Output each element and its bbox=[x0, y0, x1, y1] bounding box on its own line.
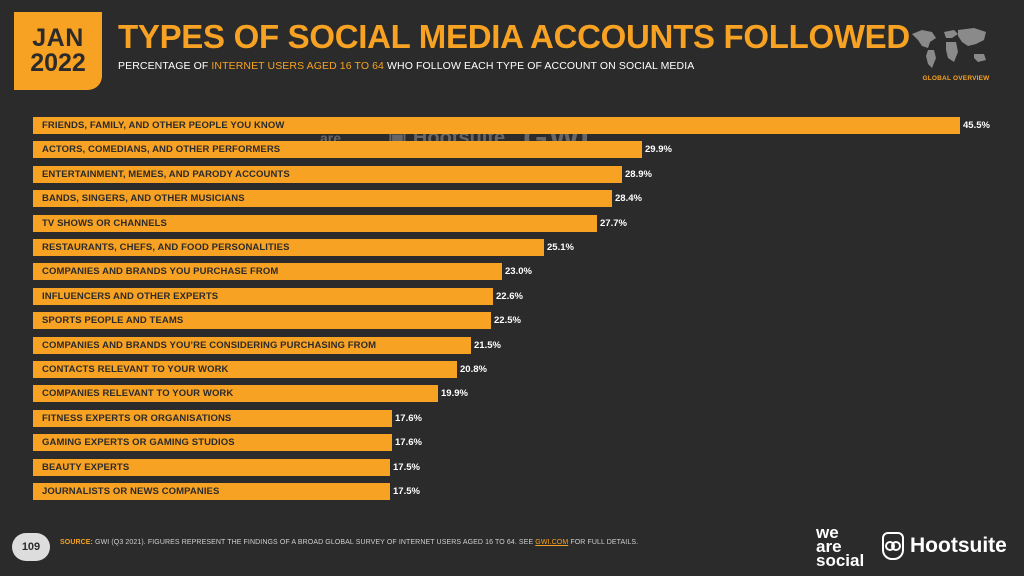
bar-value-label: 19.9% bbox=[441, 388, 468, 400]
subtitle-pre: PERCENTAGE OF bbox=[118, 60, 212, 72]
bar bbox=[33, 434, 392, 452]
bar-value-label: 20.8% bbox=[460, 364, 487, 375]
source-tail: FOR FULL DETAILS. bbox=[568, 539, 639, 546]
page-subtitle: PERCENTAGE OF INTERNET USERS AGED 16 TO … bbox=[118, 60, 694, 72]
bar bbox=[33, 409, 392, 427]
watermark-was-line2: are bbox=[320, 129, 342, 146]
bar bbox=[33, 165, 622, 183]
bar bbox=[33, 239, 544, 256]
date-year: 2022 bbox=[30, 49, 86, 77]
bar-category-label: SPORTS PEOPLE AND TEAMS bbox=[42, 315, 184, 327]
bar-value-label: 25.1% bbox=[547, 242, 574, 253]
logo-was-line3: social bbox=[816, 551, 865, 570]
world-map-icon bbox=[912, 28, 986, 68]
bar-category-label: ACTORS, COMEDIANS, AND OTHER PERFORMERS bbox=[42, 144, 281, 156]
bar bbox=[33, 263, 502, 281]
bar-value-label: 21.5% bbox=[474, 339, 501, 351]
owl-icon bbox=[882, 532, 904, 560]
source-label: SOURCE: bbox=[60, 539, 93, 546]
bar-category-label: ENTERTAINMENT, MEMES, AND PARODY ACCOUNT… bbox=[42, 168, 290, 180]
bar-category-label: JOURNALISTS OR NEWS COMPANIES bbox=[42, 486, 220, 497]
bar-value-label: 28.4% bbox=[615, 193, 642, 205]
logo-was-line1: we bbox=[816, 523, 839, 542]
bar bbox=[33, 361, 457, 378]
bar-category-label: COMPANIES AND BRANDS YOU PURCHASE FROM bbox=[42, 266, 279, 278]
bar-value-label: 28.9% bbox=[625, 168, 652, 180]
source-link[interactable]: GWI.COM bbox=[535, 539, 569, 546]
bar-category-label: COMPANIES RELEVANT TO YOUR WORK bbox=[42, 388, 234, 400]
bar-value-label: 23.0% bbox=[505, 266, 532, 278]
bar-category-label: CONTACTS RELEVANT TO YOUR WORK bbox=[42, 364, 229, 375]
bar-value-label: 29.9% bbox=[645, 144, 672, 156]
bar bbox=[33, 312, 491, 330]
bar bbox=[33, 385, 438, 403]
bar-category-label: INFLUENCERS AND OTHER EXPERTS bbox=[42, 290, 219, 302]
page-title: TYPES OF SOCIAL MEDIA ACCOUNTS FOLLOWED bbox=[118, 18, 910, 55]
hootsuite-logo: Hootsuite bbox=[882, 530, 1007, 562]
bar-category-label: BEAUTY EXPERTS bbox=[42, 461, 130, 473]
bar bbox=[33, 214, 597, 232]
bar bbox=[33, 287, 493, 305]
subtitle-highlight: INTERNET USERS AGED 16 TO 64 bbox=[211, 60, 385, 72]
date-badge: JAN 2022 bbox=[14, 12, 102, 90]
bar-value-label: 22.5% bbox=[494, 315, 521, 327]
bar-category-label: BANDS, SINGERS, AND OTHER MUSICIANS bbox=[42, 193, 245, 205]
bar-category-label: GAMING EXPERTS OR GAMING STUDIOS bbox=[42, 437, 235, 449]
bar bbox=[33, 141, 642, 159]
bar-category-label: COMPANIES AND BRANDS YOU’RE CONSIDERING … bbox=[42, 339, 377, 351]
hootsuite-logo-text: Hootsuite bbox=[910, 534, 1007, 557]
bar-category-label: FRIENDS, FAMILY, AND OTHER PEOPLE YOU KN… bbox=[42, 120, 285, 131]
bar-value-label: 22.6% bbox=[496, 290, 523, 302]
bar-value-label: 27.7% bbox=[600, 217, 627, 229]
bar-category-label: RESTAURANTS, CHEFS, AND FOOD PERSONALITI… bbox=[42, 242, 290, 253]
bar-category-label: TV SHOWS OR CHANNELS bbox=[42, 217, 167, 229]
bar bbox=[33, 190, 612, 208]
global-overview-label: GLOBAL OVERVIEW bbox=[922, 75, 990, 82]
bar bbox=[33, 458, 390, 476]
source-note: SOURCE: GWI (Q3 2021). FIGURES REPRESENT… bbox=[60, 539, 638, 546]
bar-value-label: 17.6% bbox=[395, 412, 422, 424]
bar-value-label: 17.5% bbox=[393, 461, 420, 473]
bar bbox=[33, 336, 471, 354]
we-are-social-logo: we are social bbox=[816, 523, 865, 570]
bar bbox=[33, 117, 960, 134]
bar-value-label: 17.6% bbox=[395, 437, 422, 449]
subtitle-post: WHO FOLLOW EACH TYPE OF ACCOUNT ON SOCIA… bbox=[384, 60, 695, 72]
bar-value-label: 17.5% bbox=[393, 486, 420, 497]
date-month: JAN bbox=[32, 24, 84, 52]
bar bbox=[33, 483, 390, 500]
page-number: 109 bbox=[12, 533, 50, 561]
source-text: GWI (Q3 2021). FIGURES REPRESENT THE FIN… bbox=[92, 539, 536, 546]
bar-category-label: FITNESS EXPERTS OR ORGANISATIONS bbox=[42, 412, 232, 424]
bar-value-label: 45.5% bbox=[963, 120, 990, 131]
logo-was-line2: are bbox=[816, 537, 842, 556]
